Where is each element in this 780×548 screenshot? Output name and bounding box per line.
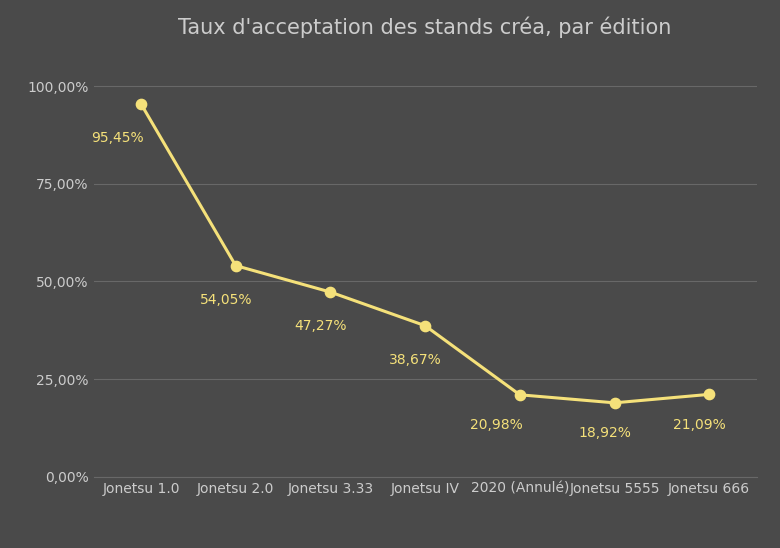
Text: 20,98%: 20,98% (470, 418, 523, 432)
Text: 18,92%: 18,92% (579, 426, 632, 440)
Text: 21,09%: 21,09% (673, 418, 726, 432)
Point (419, 321, 431, 330)
Text: 38,67%: 38,67% (389, 353, 442, 367)
Point (324, 288, 337, 296)
Point (703, 390, 715, 399)
Point (135, 99, 147, 108)
Title: Taux d'acceptation des stands créa, par édition: Taux d'acceptation des stands créa, par … (179, 16, 672, 38)
Text: 95,45%: 95,45% (91, 131, 144, 145)
Point (229, 261, 242, 270)
Text: 47,27%: 47,27% (295, 319, 347, 333)
Text: 54,05%: 54,05% (200, 293, 253, 307)
Point (608, 398, 621, 407)
Point (513, 390, 526, 399)
